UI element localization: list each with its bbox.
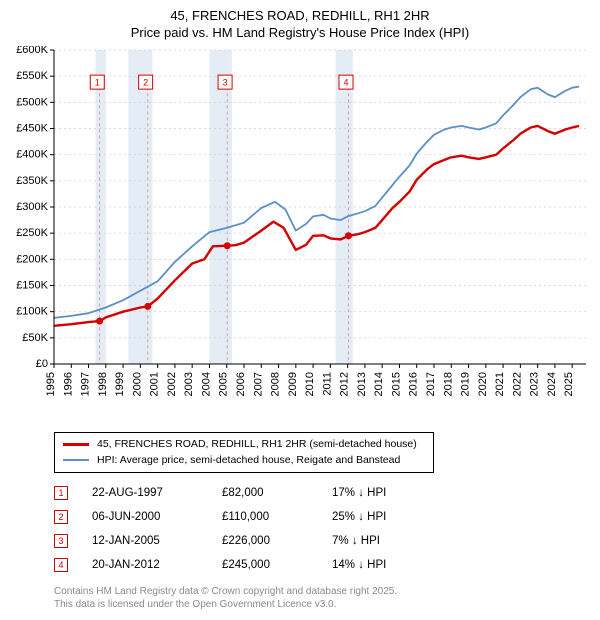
svg-text:2025: 2025 [563,372,575,396]
svg-text:2022: 2022 [511,372,523,396]
svg-text:£200K: £200K [16,253,48,265]
footer: Contains HM Land Registry data © Crown c… [54,585,590,611]
svg-text:2019: 2019 [460,372,472,396]
sales-table: 1 22-AUG-1997£82,00017% ↓ HPI 2 06-JUN-2000… [54,481,590,577]
svg-text:2013: 2013 [356,372,368,396]
sale-marker: 1 [54,486,68,500]
title-line-1: 45, FRENCHES ROAD, REDHILL, RH1 2HR [10,8,590,25]
legend-row: HPI: Average price, semi-detached house,… [63,453,425,469]
svg-text:2021: 2021 [494,372,506,396]
svg-text:£400K: £400K [16,148,48,160]
sale-row: 1 22-AUG-1997£82,00017% ↓ HPI [54,481,590,505]
sale-date: 22-AUG-1997 [92,487,222,499]
sale-row: 4 20-JAN-2012£245,00014% ↓ HPI [54,553,590,577]
sale-row: 2 06-JUN-2000£110,00025% ↓ HPI [54,505,590,529]
sale-marker: 2 [54,510,68,524]
sale-delta: 7% ↓ HPI [332,535,432,547]
svg-text:1: 1 [95,77,100,87]
svg-text:2008: 2008 [270,372,282,396]
sale-price: £245,000 [222,559,332,571]
footer-line-2: This data is licensed under the Open Gov… [54,598,590,611]
footer-line-1: Contains HM Land Registry data © Crown c… [54,585,590,598]
sale-price: £82,000 [222,487,332,499]
sale-date: 20-JAN-2012 [92,559,222,571]
legend-swatch [63,443,89,446]
svg-text:£0: £0 [36,358,48,370]
legend-row: 45, FRENCHES ROAD, REDHILL, RH1 2HR (sem… [63,437,425,453]
sale-date: 06-JUN-2000 [92,511,222,523]
svg-text:2011: 2011 [321,372,333,396]
svg-text:2017: 2017 [425,372,437,396]
svg-text:2002: 2002 [166,372,178,396]
svg-text:1996: 1996 [62,372,74,396]
title-line-2: Price paid vs. HM Land Registry's House … [10,25,590,42]
sale-price: £226,000 [222,535,332,547]
svg-text:1998: 1998 [97,372,109,396]
legend-label: HPI: Average price, semi-detached house,… [97,453,400,469]
svg-text:2009: 2009 [287,372,299,396]
chart: £0 £50K £100K £150K £200K £250K £300K £350K £400… [10,46,590,426]
sale-date: 12-JAN-2005 [92,535,222,547]
svg-text:1997: 1997 [80,372,92,396]
svg-text:£450K: £450K [16,122,48,134]
svg-text:2: 2 [143,77,148,87]
svg-text:2007: 2007 [252,372,264,396]
title-block: 45, FRENCHES ROAD, REDHILL, RH1 2HR Pric… [10,8,590,42]
svg-text:£300K: £300K [16,201,48,213]
svg-text:£550K: £550K [16,70,48,82]
svg-text:2024: 2024 [546,372,558,396]
svg-text:4: 4 [343,77,348,87]
svg-text:2012: 2012 [339,372,351,396]
chart-svg: £0 £50K £100K £150K £200K £250K £300K £350K £400… [10,46,590,426]
svg-text:£50K: £50K [22,332,48,344]
sale-marker: 3 [54,534,68,548]
svg-text:1999: 1999 [114,372,126,396]
svg-text:£600K: £600K [16,46,48,56]
svg-text:£350K: £350K [16,175,48,187]
legend: 45, FRENCHES ROAD, REDHILL, RH1 2HR (sem… [54,432,434,474]
sale-delta: 14% ↓ HPI [332,559,432,571]
svg-text:£500K: £500K [16,96,48,108]
svg-text:2006: 2006 [235,372,247,396]
legend-swatch [63,459,89,461]
svg-text:2016: 2016 [408,372,420,396]
svg-text:2015: 2015 [390,372,402,396]
svg-text:£100K: £100K [16,305,48,317]
legend-label: 45, FRENCHES ROAD, REDHILL, RH1 2HR (sem… [97,437,417,453]
sale-delta: 17% ↓ HPI [332,487,432,499]
svg-text:2005: 2005 [218,372,230,396]
svg-text:2023: 2023 [529,372,541,396]
sale-price: £110,000 [222,511,332,523]
svg-text:£250K: £250K [16,227,48,239]
sale-row: 3 12-JAN-2005£226,0007% ↓ HPI [54,529,590,553]
svg-text:2020: 2020 [477,372,489,396]
svg-text:2018: 2018 [442,372,454,396]
page-container: 45, FRENCHES ROAD, REDHILL, RH1 2HR Pric… [0,0,600,617]
svg-text:£150K: £150K [16,279,48,291]
svg-text:2004: 2004 [200,372,212,396]
svg-text:2003: 2003 [183,372,195,396]
svg-text:2001: 2001 [149,372,161,396]
svg-text:3: 3 [223,77,228,87]
svg-text:2010: 2010 [304,372,316,396]
svg-text:2014: 2014 [373,372,385,396]
sale-delta: 25% ↓ HPI [332,511,432,523]
svg-text:2000: 2000 [131,372,143,396]
sale-marker: 4 [54,558,68,572]
svg-text:1995: 1995 [45,372,57,396]
